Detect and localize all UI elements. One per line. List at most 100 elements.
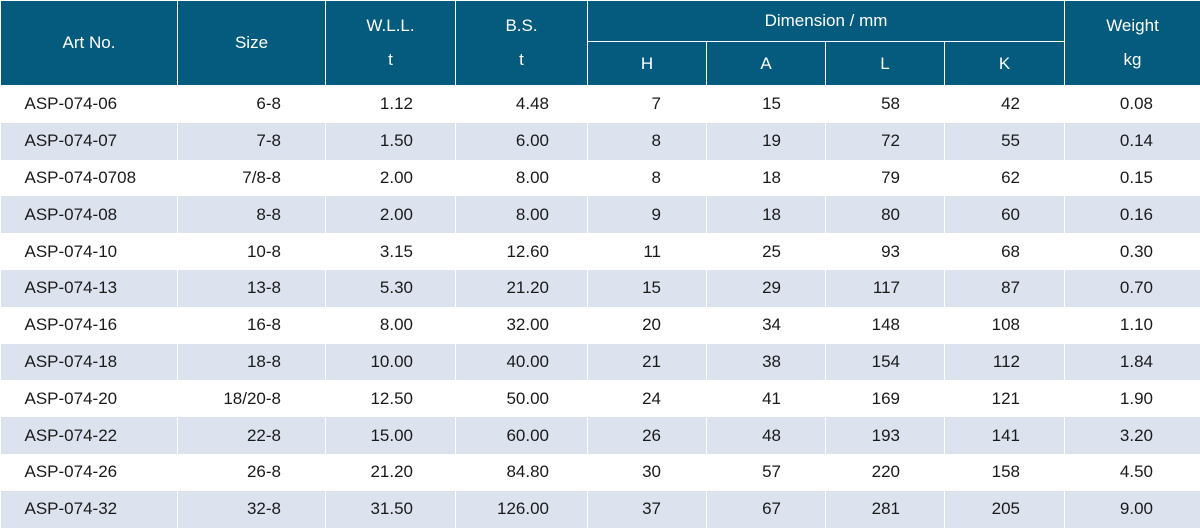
cell-a: 15 bbox=[707, 86, 826, 123]
cell-size: 6-8 bbox=[178, 86, 326, 123]
cell-l: 93 bbox=[826, 233, 945, 270]
cell-a: 18 bbox=[707, 196, 826, 233]
cell-art-no: ASP-074-16 bbox=[1, 307, 178, 344]
cell-weight: 9.00 bbox=[1065, 491, 1200, 528]
cell-wll: 2.00 bbox=[326, 196, 456, 233]
cell-weight: 0.30 bbox=[1065, 233, 1200, 270]
cell-bs: 6.00 bbox=[456, 123, 588, 160]
cell-bs: 12.60 bbox=[456, 233, 588, 270]
cell-weight: 1.90 bbox=[1065, 380, 1200, 417]
header-art-no: Art No. bbox=[1, 1, 178, 86]
cell-k: 68 bbox=[945, 233, 1065, 270]
cell-wll: 2.00 bbox=[326, 160, 456, 197]
cell-l: 58 bbox=[826, 86, 945, 123]
cell-art-no: ASP-074-22 bbox=[1, 417, 178, 454]
table-row: ASP-074-18 18-8 10.00 40.00 21 38 154 11… bbox=[1, 344, 1200, 381]
cell-k: 62 bbox=[945, 160, 1065, 197]
cell-a: 19 bbox=[707, 123, 826, 160]
table-row: ASP-074-0708 7/8-8 2.00 8.00 8 18 79 62 … bbox=[1, 160, 1200, 197]
cell-k: 42 bbox=[945, 86, 1065, 123]
header-size-label: Size bbox=[235, 33, 268, 53]
cell-art-no: ASP-074-08 bbox=[1, 196, 178, 233]
cell-wll: 21.20 bbox=[326, 454, 456, 491]
cell-art-no: ASP-074-32 bbox=[1, 491, 178, 528]
header-k: K bbox=[945, 42, 1065, 86]
cell-weight: 0.08 bbox=[1065, 86, 1200, 123]
cell-weight: 0.70 bbox=[1065, 270, 1200, 307]
cell-size: 26-8 bbox=[178, 454, 326, 491]
header-bs-unit: t bbox=[519, 43, 524, 77]
header-size: Size bbox=[178, 1, 326, 86]
cell-weight: 0.16 bbox=[1065, 196, 1200, 233]
cell-art-no: ASP-074-26 bbox=[1, 454, 178, 491]
cell-k: 121 bbox=[945, 380, 1065, 417]
cell-bs: 8.00 bbox=[456, 196, 588, 233]
cell-wll: 10.00 bbox=[326, 344, 456, 381]
cell-l: 79 bbox=[826, 160, 945, 197]
cell-h: 21 bbox=[588, 344, 707, 381]
cell-bs: 4.48 bbox=[456, 86, 588, 123]
table-row: ASP-074-20 18/20-8 12.50 50.00 24 41 169… bbox=[1, 380, 1200, 417]
cell-h: 30 bbox=[588, 454, 707, 491]
cell-size: 18-8 bbox=[178, 344, 326, 381]
cell-size: 7-8 bbox=[178, 123, 326, 160]
cell-a: 25 bbox=[707, 233, 826, 270]
cell-a: 34 bbox=[707, 307, 826, 344]
header-art-no-label: Art No. bbox=[63, 33, 116, 53]
cell-art-no: ASP-074-20 bbox=[1, 380, 178, 417]
cell-k: 55 bbox=[945, 123, 1065, 160]
cell-l: 169 bbox=[826, 380, 945, 417]
cell-weight: 1.10 bbox=[1065, 307, 1200, 344]
cell-l: 193 bbox=[826, 417, 945, 454]
cell-wll: 31.50 bbox=[326, 491, 456, 528]
cell-a: 41 bbox=[707, 380, 826, 417]
cell-art-no: ASP-074-0708 bbox=[1, 160, 178, 197]
table-row: ASP-074-32 32-8 31.50 126.00 37 67 281 2… bbox=[1, 491, 1200, 528]
table-row: ASP-074-07 7-8 1.50 6.00 8 19 72 55 0.14 bbox=[1, 123, 1200, 160]
cell-art-no: ASP-074-06 bbox=[1, 86, 178, 123]
table-row: ASP-074-16 16-8 8.00 32.00 20 34 148 108… bbox=[1, 307, 1200, 344]
cell-weight: 4.50 bbox=[1065, 454, 1200, 491]
header-weight: Weight kg bbox=[1065, 1, 1200, 86]
cell-l: 72 bbox=[826, 123, 945, 160]
table-row: ASP-074-10 10-8 3.15 12.60 11 25 93 68 0… bbox=[1, 233, 1200, 270]
cell-wll: 5.30 bbox=[326, 270, 456, 307]
header-weight-unit: kg bbox=[1124, 43, 1142, 77]
cell-l: 117 bbox=[826, 270, 945, 307]
cell-wll: 1.50 bbox=[326, 123, 456, 160]
header-wll: W.L.L. t bbox=[326, 1, 456, 86]
cell-k: 158 bbox=[945, 454, 1065, 491]
cell-k: 205 bbox=[945, 491, 1065, 528]
cell-h: 7 bbox=[588, 86, 707, 123]
header-h: H bbox=[588, 42, 707, 86]
cell-l: 148 bbox=[826, 307, 945, 344]
cell-h: 24 bbox=[588, 380, 707, 417]
cell-h: 15 bbox=[588, 270, 707, 307]
cell-size: 13-8 bbox=[178, 270, 326, 307]
table-row: ASP-074-13 13-8 5.30 21.20 15 29 117 87 … bbox=[1, 270, 1200, 307]
cell-h: 37 bbox=[588, 491, 707, 528]
cell-bs: 8.00 bbox=[456, 160, 588, 197]
header-wll-label: W.L.L. bbox=[366, 9, 414, 43]
cell-weight: 3.20 bbox=[1065, 417, 1200, 454]
table-row: ASP-074-26 26-8 21.20 84.80 30 57 220 15… bbox=[1, 454, 1200, 491]
cell-k: 141 bbox=[945, 417, 1065, 454]
cell-size: 10-8 bbox=[178, 233, 326, 270]
cell-k: 87 bbox=[945, 270, 1065, 307]
cell-bs: 60.00 bbox=[456, 417, 588, 454]
cell-h: 8 bbox=[588, 123, 707, 160]
cell-l: 154 bbox=[826, 344, 945, 381]
cell-art-no: ASP-074-18 bbox=[1, 344, 178, 381]
table-body: ASP-074-06 6-8 1.12 4.48 7 15 58 42 0.08… bbox=[1, 86, 1200, 528]
cell-bs: 32.00 bbox=[456, 307, 588, 344]
cell-size: 7/8-8 bbox=[178, 160, 326, 197]
cell-bs: 21.20 bbox=[456, 270, 588, 307]
header-h-label: H bbox=[641, 54, 653, 74]
cell-size: 18/20-8 bbox=[178, 380, 326, 417]
header-dimension: Dimension / mm bbox=[588, 1, 1065, 42]
cell-weight: 0.14 bbox=[1065, 123, 1200, 160]
header-dimension-label: Dimension / mm bbox=[765, 11, 888, 31]
cell-art-no: ASP-074-13 bbox=[1, 270, 178, 307]
cell-k: 112 bbox=[945, 344, 1065, 381]
